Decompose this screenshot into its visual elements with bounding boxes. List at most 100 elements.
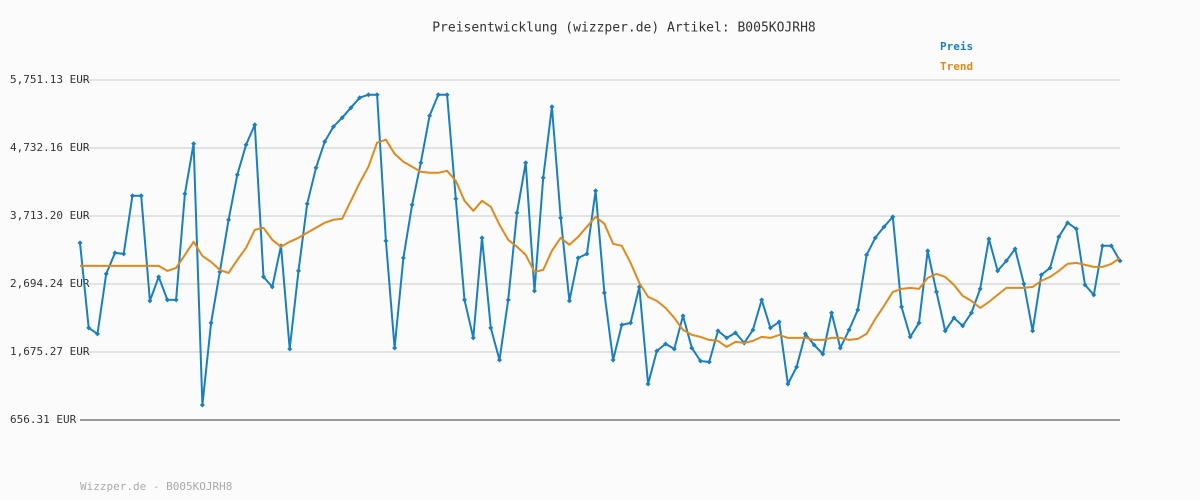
point bbox=[339, 115, 345, 121]
point bbox=[392, 345, 398, 351]
point bbox=[470, 335, 476, 341]
point bbox=[252, 122, 258, 128]
point bbox=[1082, 282, 1088, 288]
point bbox=[549, 104, 555, 110]
point bbox=[732, 330, 738, 336]
point bbox=[1065, 220, 1071, 226]
point bbox=[147, 298, 153, 304]
point bbox=[942, 328, 948, 334]
point bbox=[601, 290, 607, 296]
point bbox=[645, 381, 651, 387]
point bbox=[767, 325, 773, 331]
point bbox=[899, 304, 905, 310]
point bbox=[173, 297, 179, 303]
point bbox=[365, 92, 371, 98]
point bbox=[1056, 234, 1062, 240]
point bbox=[785, 381, 791, 387]
point bbox=[1047, 265, 1053, 271]
point bbox=[872, 235, 878, 241]
point bbox=[374, 92, 380, 98]
point bbox=[269, 284, 275, 290]
point bbox=[418, 160, 424, 166]
point bbox=[138, 193, 144, 199]
point bbox=[610, 357, 616, 363]
point bbox=[724, 335, 730, 341]
point bbox=[523, 160, 529, 166]
point bbox=[304, 201, 310, 207]
point bbox=[103, 271, 109, 277]
point bbox=[1100, 243, 1106, 249]
y-tick-label: 1,675.27 EUR bbox=[10, 345, 90, 358]
point bbox=[881, 224, 887, 230]
point bbox=[444, 92, 450, 98]
point bbox=[514, 210, 520, 216]
point bbox=[820, 351, 826, 357]
point bbox=[112, 250, 118, 256]
point bbox=[698, 358, 704, 364]
point bbox=[191, 141, 197, 147]
footer: Wizzper.de - B005KOJRH8 bbox=[80, 480, 232, 493]
point bbox=[243, 142, 249, 148]
y-tick-label: 2,694.24 EUR bbox=[10, 277, 90, 290]
point bbox=[427, 113, 433, 119]
point bbox=[802, 331, 808, 337]
chart-title: Preisentwicklung (wizzper.de) Artikel: B… bbox=[432, 21, 816, 36]
point bbox=[968, 310, 974, 316]
point bbox=[654, 348, 660, 354]
point bbox=[287, 346, 293, 352]
point bbox=[995, 268, 1001, 274]
point bbox=[628, 320, 634, 326]
point bbox=[750, 327, 756, 333]
point bbox=[566, 298, 572, 304]
point bbox=[1073, 226, 1079, 232]
point bbox=[540, 175, 546, 181]
point bbox=[94, 331, 100, 337]
point bbox=[1021, 281, 1027, 287]
point bbox=[77, 240, 83, 246]
legend-label: Trend bbox=[940, 60, 973, 73]
point bbox=[156, 274, 162, 280]
point bbox=[400, 255, 406, 261]
y-tick-label: 5,751.13 EUR bbox=[10, 73, 90, 86]
point bbox=[409, 202, 415, 208]
legend-label: Preis bbox=[940, 40, 973, 53]
y-tick-label: 4,732.16 EUR bbox=[10, 141, 90, 154]
y-tick-label: 3,713.20 EUR bbox=[10, 209, 90, 222]
point bbox=[846, 327, 852, 333]
point bbox=[435, 92, 441, 98]
point bbox=[680, 313, 686, 319]
point bbox=[864, 252, 870, 258]
point bbox=[164, 297, 170, 303]
point bbox=[496, 357, 502, 363]
point bbox=[1091, 292, 1097, 298]
point bbox=[348, 105, 354, 111]
point bbox=[890, 214, 896, 220]
point bbox=[933, 289, 939, 295]
point bbox=[313, 165, 319, 171]
point bbox=[531, 288, 537, 294]
point bbox=[488, 325, 494, 331]
point bbox=[759, 297, 765, 303]
point bbox=[1030, 328, 1036, 334]
point bbox=[295, 268, 301, 274]
point bbox=[671, 346, 677, 352]
point bbox=[916, 320, 922, 326]
point bbox=[86, 325, 92, 331]
point bbox=[855, 307, 861, 313]
point bbox=[505, 297, 511, 303]
point bbox=[829, 310, 835, 316]
point bbox=[121, 251, 127, 257]
point bbox=[182, 191, 188, 197]
point bbox=[689, 345, 695, 351]
point bbox=[951, 315, 957, 321]
point bbox=[663, 341, 669, 347]
point bbox=[1108, 243, 1114, 249]
point bbox=[960, 323, 966, 329]
point bbox=[837, 345, 843, 351]
point bbox=[357, 95, 363, 101]
point bbox=[907, 334, 913, 340]
point bbox=[1012, 246, 1018, 252]
point bbox=[593, 188, 599, 194]
point bbox=[619, 322, 625, 328]
